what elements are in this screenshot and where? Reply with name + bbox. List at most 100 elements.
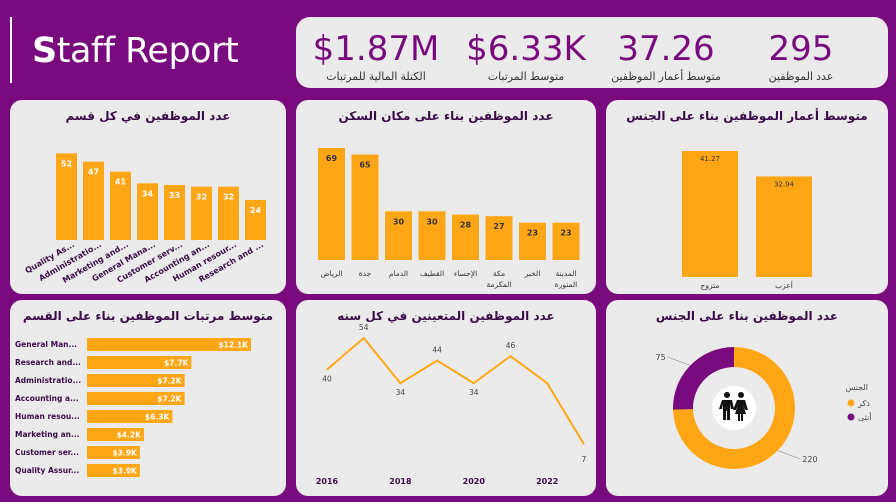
- data-label: 65: [359, 160, 371, 169]
- bar: [682, 151, 738, 277]
- page-title: Staff Report: [32, 31, 239, 71]
- data-label: 34: [396, 388, 406, 397]
- gender-count-chart: 220 75 الجنس ذكر أنثى: [656, 347, 872, 469]
- y-tick-label: Administratio...: [15, 376, 81, 385]
- gender-count-card: عدد الموظفين بناء على الجنس 220 75 الجنس ذ…: [606, 300, 888, 496]
- data-label: $7.7K: [164, 359, 190, 368]
- data-label: 24: [250, 206, 262, 215]
- leader-line: [777, 450, 801, 460]
- x-tick-label: 2018: [389, 477, 412, 486]
- x-tick-label: المكرمة: [486, 280, 511, 289]
- y-tick-label: General Man...: [15, 340, 77, 349]
- salary-by-department-card: متوسط مرتبات الموظفين بناء على القسم Gen…: [10, 300, 286, 496]
- x-tick-label: 2020: [463, 477, 486, 486]
- x-tick-label: متزوج: [701, 281, 720, 290]
- x-tick-label: المدينة: [555, 269, 576, 278]
- kpi-average-salary: $6.33K متوسط المرتبات: [456, 29, 596, 83]
- bar: [87, 410, 173, 423]
- data-label: 54: [359, 323, 369, 332]
- data-label: 32: [196, 193, 207, 202]
- title-divider: [10, 17, 12, 83]
- legend-swatch: [847, 413, 855, 421]
- kpi-value: 37.26: [617, 29, 715, 69]
- bar: [418, 211, 446, 260]
- kpi-label: الكتلة المالية للمرتبات: [326, 71, 426, 83]
- data-label: 23: [560, 229, 571, 238]
- data-label: 32.94: [774, 180, 795, 188]
- bar: [351, 154, 379, 260]
- bar: [87, 374, 185, 387]
- chart-title: متوسط أعمار الموظفين بناء على الجنس: [626, 109, 868, 123]
- data-label: $4.2K: [117, 431, 143, 440]
- y-tick-label: Research and...: [15, 358, 81, 367]
- kpi-panel: $1.87M الكتلة المالية للمرتبات $6.33K مت…: [296, 17, 888, 88]
- bar: [164, 185, 185, 240]
- data-label: 46: [506, 341, 516, 350]
- bar: [87, 392, 185, 405]
- chart-title: عدد الموظفين بناء على الجنس: [655, 309, 839, 323]
- legend-swatch: [847, 399, 855, 407]
- bar: [385, 211, 412, 260]
- age-by-status-chart: 41.27 متزوج 32.94 أعزب: [682, 151, 812, 290]
- residence-count-chart: 69 الرياض 65 جدة 30 الدمام 30 القطيف 28 الإحساء 27…: [318, 148, 580, 289]
- department-count-card: عدد الموظفين في كل قسم 52 Quality As... 47…: [10, 100, 286, 294]
- legend-title: الجنس: [846, 383, 868, 392]
- y-tick-label: Marketing an...: [15, 430, 80, 439]
- data-label: 28: [460, 221, 472, 230]
- y-tick-label: Quality Assur...: [15, 466, 79, 475]
- data-label: 44: [432, 346, 442, 355]
- leader-line: [667, 356, 691, 366]
- data-label: $6.3K: [145, 413, 171, 422]
- chart-title: متوسط مرتبات الموظفين بناء على القسم: [22, 309, 274, 323]
- bar: [87, 356, 192, 369]
- chart-title: عدد الموظفين المتعينين في كل سنه: [337, 309, 555, 323]
- people-icon: [719, 392, 748, 421]
- x-tick-label: الدمام: [389, 269, 408, 278]
- legend-label: أنثى: [858, 412, 872, 422]
- x-tick-label: المنورة: [555, 280, 577, 289]
- data-label: 33: [169, 191, 180, 200]
- kpi-value: 295: [768, 29, 834, 69]
- data-label: 220: [802, 455, 817, 464]
- bar: [245, 200, 266, 240]
- bar: [756, 176, 812, 277]
- series-line: [326, 336, 585, 445]
- bar: [110, 171, 131, 240]
- data-label: 30: [393, 217, 405, 226]
- kpi-average-age: 37.26 متوسط أعمار الموظفين: [596, 29, 736, 83]
- kpi-employee-count: 295 عدد الموظفين: [741, 29, 861, 83]
- data-label: 7: [582, 455, 587, 464]
- x-tick-label: الإحساء: [454, 269, 478, 278]
- y-tick-label: Customer ser...: [15, 448, 79, 457]
- kpi-payroll-total: $1.87M الكتلة المالية للمرتبات: [306, 29, 446, 83]
- kpi-label: متوسط أعمار الموظفين: [611, 71, 721, 83]
- data-label: 52: [61, 159, 72, 168]
- data-label: 34: [142, 189, 154, 198]
- residence-count-card: عدد الموظفين بناء على مكان السكن 69 الريا…: [296, 100, 596, 294]
- bar: [87, 464, 140, 477]
- salary-by-department-chart: General Man... $12.1K Research and... $7.7K…: [15, 338, 251, 477]
- donut-slice: [673, 347, 795, 469]
- bar: [485, 216, 513, 260]
- data-label: $3.9K: [113, 467, 139, 476]
- x-tick-label: جدة: [359, 269, 372, 278]
- age-by-status-card: متوسط أعمار الموظفين بناء على الجنس 41.2…: [606, 100, 888, 294]
- bar: [137, 183, 158, 240]
- data-label: 32: [223, 193, 234, 202]
- x-tick-label: القطيف: [420, 269, 444, 278]
- bar: [519, 222, 546, 260]
- bar: [191, 186, 212, 240]
- bar: [87, 428, 144, 441]
- bar: [452, 214, 479, 260]
- data-label: $12.1K: [218, 341, 249, 350]
- x-tick-label: الخبر: [524, 269, 541, 278]
- kpi-label: عدد الموظفين: [768, 71, 834, 83]
- kpi-label: متوسط المرتبات: [487, 71, 565, 83]
- x-tick-label: أعزب: [775, 280, 793, 290]
- bar: [552, 222, 580, 260]
- data-label: 23: [527, 229, 538, 238]
- chart-title: عدد الموظفين بناء على مكان السكن: [338, 109, 554, 123]
- data-label: 41.27: [700, 155, 720, 163]
- bar: [87, 446, 140, 459]
- y-tick-label: Accounting a...: [15, 394, 79, 403]
